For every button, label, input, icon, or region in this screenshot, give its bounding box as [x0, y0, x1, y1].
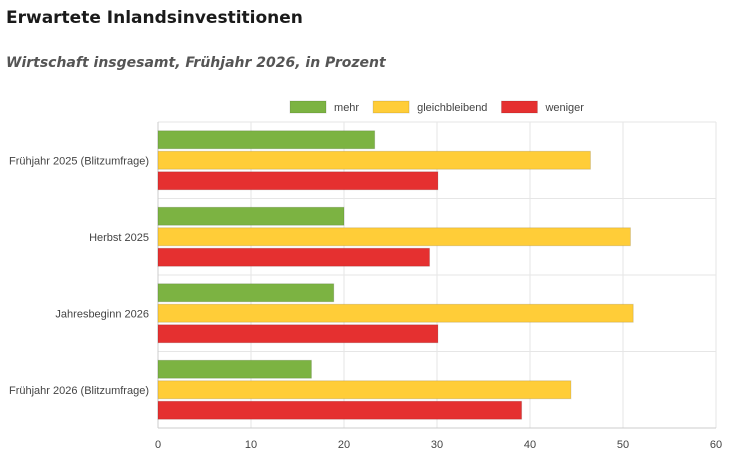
x-axis-ticks: 0 10 20 30 40 50 60 — [155, 439, 722, 451]
bar-weniger-1[interactable] — [157, 171, 439, 191]
bar-mehr-3[interactable] — [157, 283, 335, 303]
bars — [157, 130, 634, 420]
bar-mehr-1[interactable] — [157, 130, 376, 150]
bar-gleichbleibend-2[interactable] — [157, 227, 631, 247]
legend-swatch-weniger[interactable] — [500, 100, 538, 114]
bar-weniger-2[interactable] — [157, 247, 431, 267]
bar-gleichbleibend-1[interactable] — [157, 150, 591, 170]
y-category-label: Frühjahr 2026 (Blitzumfrage) — [9, 385, 149, 397]
chart-title: Erwartete Inlandsinvestitionen — [6, 8, 303, 28]
legend: mehr gleichbleibend weniger — [289, 100, 584, 114]
legend-label-mehr: mehr — [334, 102, 359, 114]
bar-mehr-2[interactable] — [157, 206, 345, 226]
legend-swatch-gleichbleibend[interactable] — [372, 100, 410, 114]
bar-weniger-3[interactable] — [157, 324, 439, 344]
bar-mehr-4[interactable] — [157, 359, 312, 379]
x-tick-label: 30 — [431, 439, 443, 451]
x-tick-label: 40 — [524, 439, 536, 451]
x-tick-label: 0 — [155, 439, 161, 451]
chart-subtitle: Wirtschaft insgesamt, Frühjahr 2026, in … — [6, 55, 386, 71]
legend-label-gleichbleibend: gleichbleibend — [417, 102, 487, 114]
x-tick-label: 60 — [710, 439, 722, 451]
x-tick-label: 20 — [338, 439, 350, 451]
y-axis-categories: Frühjahr 2025 (Blitzumfrage) Herbst 2025 J… — [9, 155, 149, 397]
legend-swatch-mehr[interactable] — [289, 100, 327, 114]
bar-weniger-4[interactable] — [157, 400, 523, 420]
y-category-label: Herbst 2025 — [89, 232, 149, 244]
x-tick-label: 50 — [617, 439, 629, 451]
bar-gleichbleibend-3[interactable] — [157, 303, 634, 323]
y-category-label: Jahresbeginn 2026 — [55, 308, 149, 320]
legend-label-weniger: weniger — [544, 102, 584, 114]
x-tick-label: 10 — [245, 439, 257, 451]
y-category-label: Frühjahr 2025 (Blitzumfrage) — [9, 155, 149, 167]
bar-gleichbleibend-4[interactable] — [157, 380, 572, 400]
